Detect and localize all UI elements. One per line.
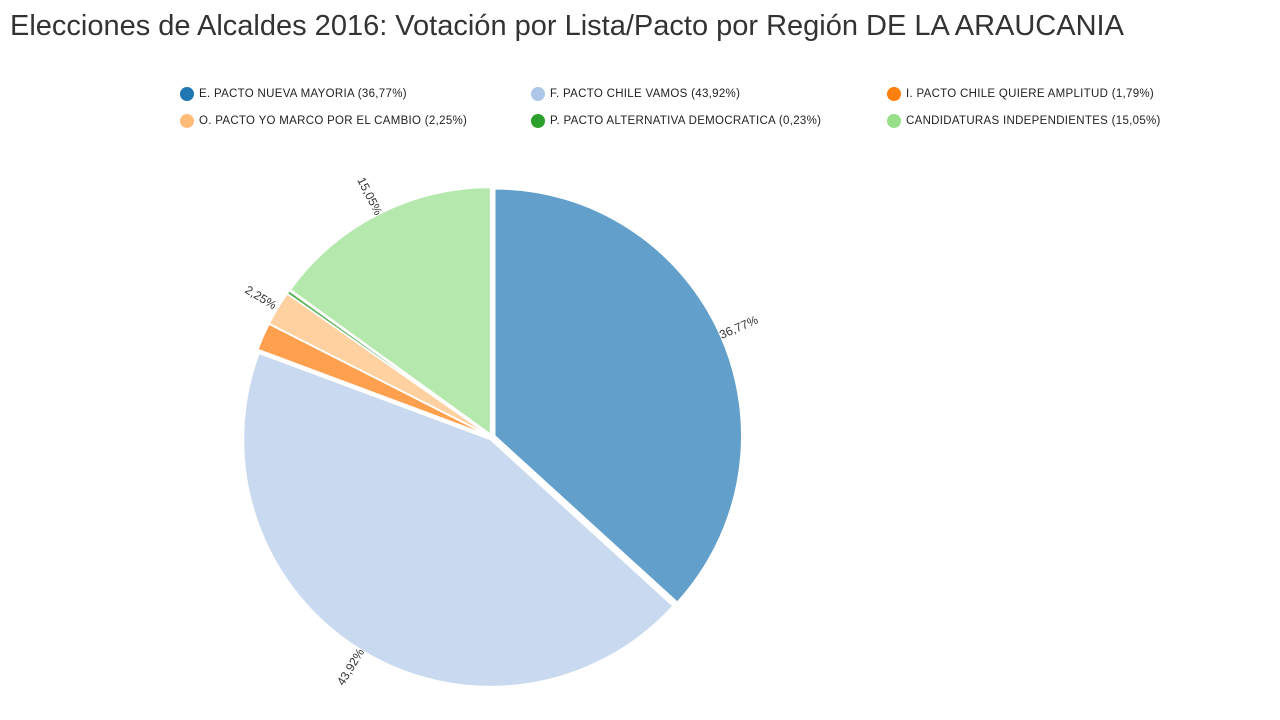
legend-label: F. PACTO CHILE VAMOS (43,92%) [550, 88, 741, 100]
pie-slice[interactable] [289, 186, 492, 436]
legend-item-alternativa-democratica[interactable]: P. PACTO ALTERNATIVA DEMOCRATICA (0,23%) [531, 114, 821, 128]
pie-slices [242, 186, 743, 688]
legend-dot-icon [531, 87, 545, 101]
pie-slice[interactable] [286, 289, 491, 437]
legend-dot-icon [180, 114, 194, 128]
legend-item-nueva-mayoria[interactable]: E. PACTO NUEVA MAYORIA (36,77%) [180, 87, 407, 101]
legend-item-chile-quiere-amplitud[interactable]: I. PACTO CHILE QUIERE AMPLITUD (1,79%) [887, 87, 1154, 101]
legend-item-independientes[interactable]: CANDIDATURAS INDEPENDIENTES (15,05%) [887, 114, 1161, 128]
legend-item-yo-marco[interactable]: O. PACTO YO MARCO POR EL CAMBIO (2,25%) [180, 114, 467, 128]
pie-slice[interactable] [242, 352, 674, 688]
legend-label: I. PACTO CHILE QUIERE AMPLITUD (1,79%) [906, 88, 1155, 100]
page-title: Elecciones de Alcaldes 2016: Votación po… [10, 10, 1124, 42]
legend-item-chile-vamos[interactable]: F. PACTO CHILE VAMOS (43,92%) [531, 87, 740, 101]
legend-label: E. PACTO NUEVA MAYORIA (36,77%) [199, 88, 407, 100]
chart-legend: E. PACTO NUEVA MAYORIA (36,77%) F. PACTO… [0, 0, 1280, 140]
legend-label: O. PACTO YO MARCO POR EL CAMBIO (2,25%) [199, 115, 468, 127]
slice-data-label: 43,92% [334, 646, 367, 688]
legend-dot-icon [887, 114, 901, 128]
slice-data-label: 2,25% [243, 283, 280, 313]
slice-data-label: 15,05% [354, 175, 385, 218]
pie-slice[interactable] [493, 188, 743, 603]
legend-dot-icon [887, 87, 901, 101]
legend-dot-icon [531, 114, 545, 128]
legend-label: P. PACTO ALTERNATIVA DEMOCRATICA (0,23%) [550, 115, 822, 127]
legend-dot-icon [180, 87, 194, 101]
legend-label: CANDIDATURAS INDEPENDIENTES (15,05%) [906, 115, 1161, 127]
slice-data-label: 36,77% [717, 312, 760, 341]
